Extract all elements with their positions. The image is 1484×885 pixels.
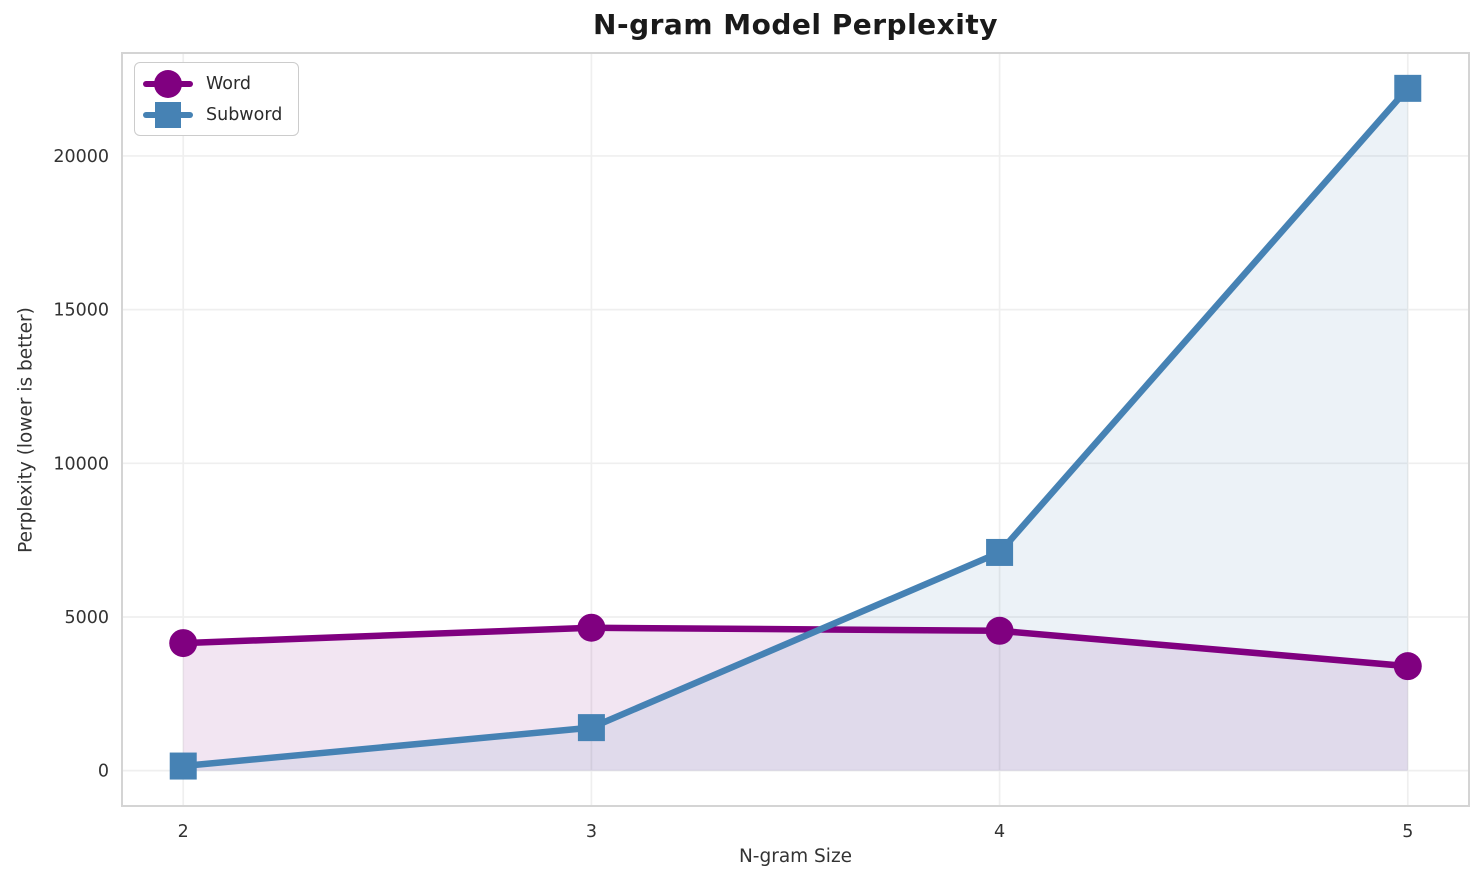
legend-label-subword: Subword — [206, 104, 283, 125]
chart-title: N-gram Model Perplexity — [593, 8, 998, 41]
y-tick-label: 0 — [98, 762, 109, 782]
x-axis-label: N-gram Size — [738, 846, 853, 867]
subword-marker-point — [986, 538, 1014, 566]
subword-marker-point — [169, 752, 197, 780]
y-axis-label: Perplexity (lower is better) — [15, 307, 37, 553]
word-marker-point — [1393, 652, 1422, 681]
word-marker-point — [169, 629, 198, 658]
legend-label-word: Word — [206, 73, 251, 94]
y-tick-label: 10000 — [53, 454, 109, 474]
subword-series-line — [179, 85, 1412, 770]
subword-line-square-icon — [143, 99, 193, 130]
x-tick-label: 3 — [586, 822, 597, 842]
x-tick-label: 5 — [1402, 822, 1413, 842]
subword-area-fill — [183, 88, 1408, 771]
y-tick-label: 5000 — [64, 608, 109, 628]
x-tick-label: 4 — [994, 822, 1005, 842]
y-tick-label: 15000 — [53, 301, 109, 321]
word-marker-point — [985, 616, 1014, 645]
word-marker-point — [577, 613, 606, 642]
x-tick-label: 2 — [178, 822, 189, 842]
subword-legend-square-marker — [155, 101, 181, 128]
word-line-circle-icon — [143, 68, 193, 99]
subword-marker-point — [577, 714, 605, 742]
legend-item-word: Word — [143, 68, 282, 99]
word-legend-circle-marker — [154, 69, 182, 98]
subword-marker-point — [1394, 74, 1422, 102]
legend: Word Subword — [134, 62, 300, 136]
word-series-line — [179, 624, 1412, 670]
axes-spines — [121, 52, 1470, 807]
legend-item-subword: Subword — [143, 99, 282, 130]
y-tick-label: 20000 — [53, 147, 109, 167]
